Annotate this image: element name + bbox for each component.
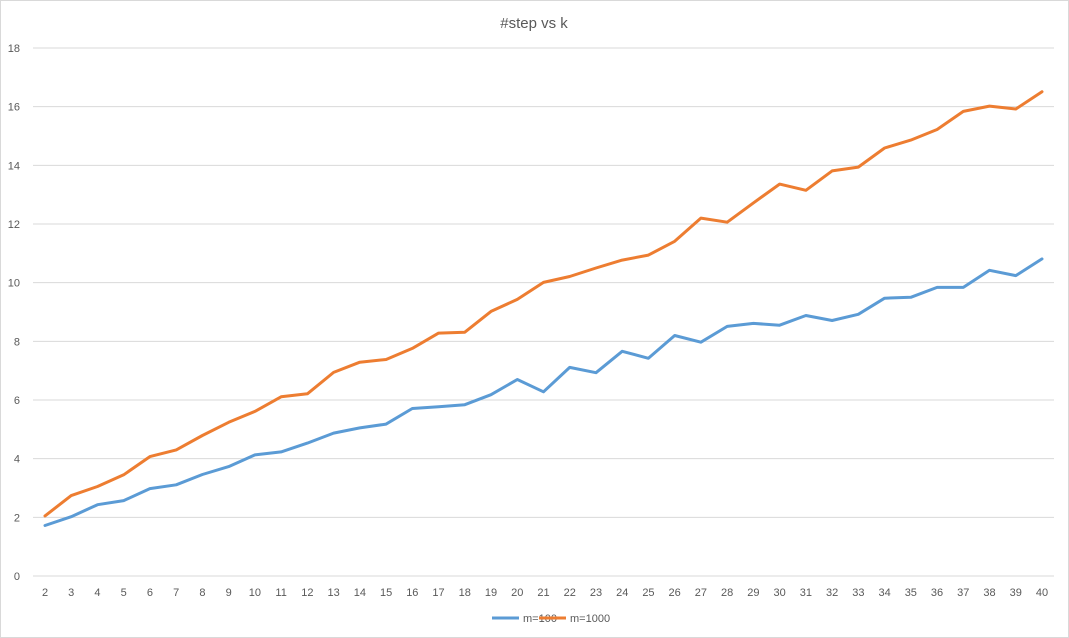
x-tick-label: 35 bbox=[905, 587, 917, 599]
y-tick-label: 12 bbox=[8, 219, 20, 231]
x-tick-label: 14 bbox=[354, 587, 366, 599]
x-tick-label: 7 bbox=[173, 587, 179, 599]
x-tick-label: 13 bbox=[327, 587, 339, 599]
x-tick-label: 11 bbox=[275, 587, 286, 599]
x-tick-label: 15 bbox=[380, 587, 392, 599]
x-tick-label: 25 bbox=[642, 587, 654, 599]
x-tick-label: 20 bbox=[511, 587, 523, 599]
x-tick-label: 3 bbox=[68, 587, 74, 599]
y-tick-label: 18 bbox=[8, 43, 20, 55]
x-tick-label: 6 bbox=[147, 587, 153, 599]
x-tick-label: 32 bbox=[826, 587, 838, 599]
x-tick-label: 21 bbox=[537, 587, 549, 599]
x-tick-label: 31 bbox=[800, 587, 812, 599]
y-tick-label: 10 bbox=[8, 278, 20, 290]
x-tick-label: 30 bbox=[774, 587, 786, 599]
gridlines bbox=[33, 47, 1054, 577]
x-tick-label: 28 bbox=[721, 587, 733, 599]
x-tick-label: 5 bbox=[121, 587, 127, 599]
x-tick-label: 24 bbox=[616, 587, 628, 599]
x-tick-label: 19 bbox=[485, 587, 497, 599]
y-tick-label: 14 bbox=[8, 160, 20, 172]
y-tick-label: 0 bbox=[14, 571, 20, 583]
x-tick-label: 2 bbox=[42, 587, 48, 599]
x-tick-label: 17 bbox=[432, 587, 444, 599]
x-tick-label: 27 bbox=[695, 587, 707, 599]
series-line-m-1000 bbox=[43, 90, 1044, 518]
y-tick-label: 6 bbox=[14, 395, 20, 407]
legend-label: m=1000 bbox=[570, 613, 610, 625]
x-tick-label: 18 bbox=[459, 587, 471, 599]
y-tick-label: 16 bbox=[8, 102, 20, 114]
x-tick-label: 9 bbox=[226, 587, 232, 599]
x-tick-label: 12 bbox=[301, 587, 313, 599]
x-tick-label: 16 bbox=[406, 587, 418, 599]
x-tick-label: 8 bbox=[199, 587, 205, 599]
legend: m=100m=1000 bbox=[492, 613, 610, 625]
x-tick-label: 39 bbox=[1010, 587, 1022, 599]
x-tick-label: 23 bbox=[590, 587, 602, 599]
x-axis: 2 3 4 5 6 7 8 9 10 11 12 13 14 15 16 17 18 19 20 21 22 23 24 25… bbox=[42, 587, 1048, 599]
x-tick-label: 37 bbox=[957, 587, 969, 599]
x-tick-label: 22 bbox=[564, 587, 576, 599]
y-tick-label: 8 bbox=[14, 336, 20, 348]
x-tick-label: 4 bbox=[94, 587, 100, 599]
y-tick-label: 4 bbox=[14, 454, 20, 466]
x-tick-label: 36 bbox=[931, 587, 943, 599]
x-tick-label: 33 bbox=[852, 587, 864, 599]
x-tick-label: 29 bbox=[747, 587, 759, 599]
x-tick-label: 34 bbox=[878, 587, 890, 599]
x-tick-label: 26 bbox=[669, 587, 681, 599]
series-line-m-100 bbox=[43, 257, 1044, 527]
y-tick-label: 2 bbox=[14, 512, 20, 524]
x-tick-label: 40 bbox=[1036, 587, 1048, 599]
chart-title: #step vs k bbox=[500, 15, 568, 32]
x-tick-label: 10 bbox=[249, 587, 261, 599]
series-lines bbox=[43, 90, 1044, 527]
x-tick-label: 38 bbox=[983, 587, 995, 599]
y-axis: 0 2 4 6 8 10 12 14 16 18 bbox=[8, 43, 20, 583]
